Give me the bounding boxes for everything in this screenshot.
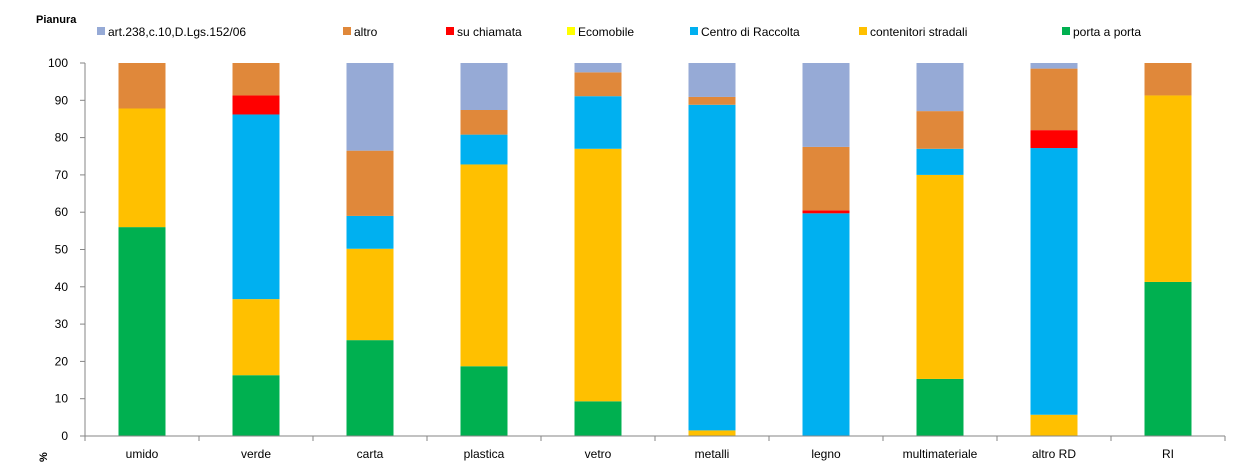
x-tick-label: carta xyxy=(357,447,384,461)
bar-segment xyxy=(574,401,622,436)
bar-segment xyxy=(118,108,166,228)
bar-segment xyxy=(460,134,508,165)
x-tick-label: verde xyxy=(241,447,271,461)
legend-label: art.238,c.10,D.Lgs.152/06 xyxy=(108,25,246,39)
chart-title: Pianura xyxy=(36,14,77,26)
y-tick-label: 10 xyxy=(55,392,69,406)
bar-segment xyxy=(916,148,964,175)
bar-segment xyxy=(118,63,166,109)
bar-segment xyxy=(1144,63,1192,96)
bar-segment xyxy=(1030,414,1078,436)
bar-segment xyxy=(802,213,850,436)
bar-segment xyxy=(916,63,964,112)
legend-swatch xyxy=(859,27,867,35)
y-axis-label: % xyxy=(38,452,50,462)
legend: art.238,c.10,D.Lgs.152/06 altro su chiamat… xyxy=(97,25,1141,39)
y-tick-label: 80 xyxy=(55,131,69,145)
bar-segment xyxy=(574,96,622,149)
bar-segment xyxy=(1030,148,1078,415)
legend-label: contenitori stradali xyxy=(870,25,967,39)
bar-segment xyxy=(346,340,394,436)
x-tick-label: umido xyxy=(126,447,159,461)
legend-label: su chiamata xyxy=(457,25,522,39)
y-tick-label: 40 xyxy=(55,280,69,294)
bar-segment xyxy=(346,63,394,151)
legend-label: Centro di Raccolta xyxy=(701,25,800,39)
y-tick-label: 90 xyxy=(55,93,69,107)
bar-segment xyxy=(118,227,166,436)
bar-segment xyxy=(688,104,736,431)
bar-segment xyxy=(232,95,280,115)
x-tick-label: vetro xyxy=(585,447,612,461)
legend-swatch xyxy=(97,27,105,35)
legend-swatch xyxy=(567,27,575,35)
bar-segment xyxy=(346,215,394,249)
bars xyxy=(118,63,1192,436)
y-tick-label: 60 xyxy=(55,205,69,219)
bar-segment xyxy=(346,150,394,216)
bar-segment xyxy=(1030,130,1078,149)
x-tick-label: multimateriale xyxy=(903,447,978,461)
y-tick-label: 70 xyxy=(55,168,69,182)
bar-segment xyxy=(460,164,508,367)
y-tick-label: 0 xyxy=(61,429,68,443)
bar-segment xyxy=(1144,281,1192,436)
legend-swatch xyxy=(1062,27,1070,35)
bar-segment xyxy=(232,114,280,300)
bar-segment xyxy=(346,248,394,341)
bar-segment xyxy=(574,72,622,97)
y-tick-label: 20 xyxy=(55,354,69,368)
bar-segment xyxy=(460,366,508,436)
legend-swatch xyxy=(343,27,351,35)
bar-segment xyxy=(1144,95,1192,282)
x-tick-label: RI xyxy=(1162,447,1174,461)
bar-segment xyxy=(916,111,964,149)
bar-segment xyxy=(688,430,736,436)
bar-segment xyxy=(1030,68,1078,131)
bar-segment xyxy=(802,146,850,211)
bar-segment xyxy=(574,63,622,73)
y-tick-label: 50 xyxy=(55,243,69,257)
legend-label: porta a porta xyxy=(1073,25,1141,39)
legend-swatch xyxy=(446,27,454,35)
y-tick-label: 100 xyxy=(48,56,68,70)
x-tick-label: metalli xyxy=(695,447,730,461)
bar-segment xyxy=(232,63,280,96)
y-tick-label: 30 xyxy=(55,317,69,331)
bar-segment xyxy=(232,299,280,376)
bar-segment xyxy=(232,375,280,436)
bar-segment xyxy=(916,174,964,379)
bar-segment xyxy=(688,63,736,97)
x-tick-label: plastica xyxy=(464,447,505,461)
bar-segment xyxy=(460,109,508,135)
bar-segment xyxy=(574,148,622,402)
bar-segment xyxy=(688,96,736,105)
bar-segment xyxy=(802,63,850,147)
x-tick-label: altro RD xyxy=(1032,447,1076,461)
x-axis: umido verde carta plastica vetro metalli legno… xyxy=(84,435,1226,461)
legend-label: altro xyxy=(354,25,378,39)
legend-label: Ecomobile xyxy=(578,25,634,39)
bar-segment xyxy=(802,210,850,214)
bar-segment xyxy=(916,378,964,436)
bar-segment xyxy=(1030,63,1078,69)
y-axis: 0 10 20 30 40 50 60 70 80 90 100 xyxy=(48,56,86,443)
legend-swatch xyxy=(690,27,698,35)
bar-segment xyxy=(460,63,508,110)
x-tick-label: legno xyxy=(811,447,841,461)
